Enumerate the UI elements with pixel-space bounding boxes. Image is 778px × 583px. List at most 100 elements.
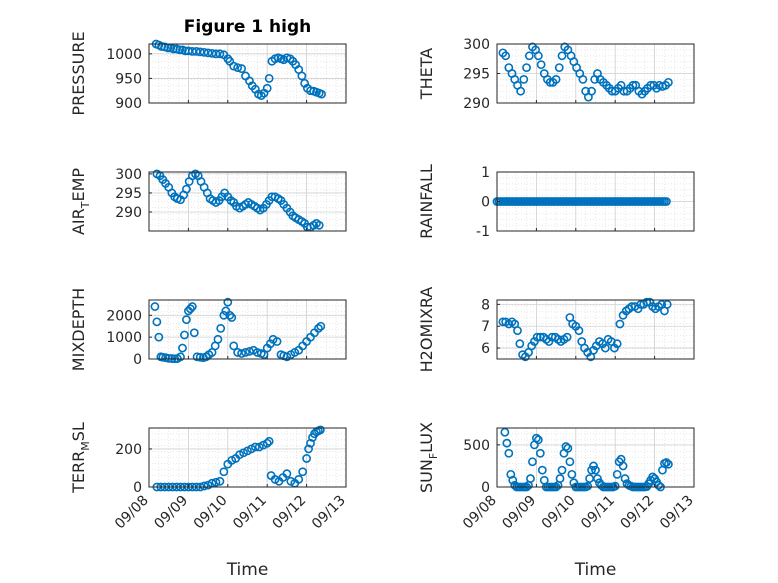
ylabel-8: SUNFLUX xyxy=(417,422,440,493)
y-tick-label: 290 xyxy=(463,96,490,112)
data-point xyxy=(587,465,596,475)
data-point xyxy=(154,332,164,342)
data-point xyxy=(223,297,233,307)
data-point xyxy=(533,435,543,445)
x-tick-label: 09/09 xyxy=(499,493,539,533)
y-tick-label: 1000 xyxy=(106,330,142,346)
series-markers xyxy=(492,197,671,206)
data-point xyxy=(537,465,547,475)
data-point xyxy=(502,438,512,448)
y-tick-label: 0 xyxy=(481,480,490,496)
data-point xyxy=(524,51,534,61)
data-point xyxy=(587,86,596,96)
chart-title: Figure 1 high xyxy=(184,17,312,37)
y-tick-label: 0 xyxy=(133,480,142,496)
data-point xyxy=(185,304,195,314)
y-tick-label: 1000 xyxy=(106,47,142,63)
data-point xyxy=(316,321,326,331)
ylabel-7: TERRMSL xyxy=(69,422,92,494)
data-point xyxy=(663,459,673,469)
x-tick-label: 09/13 xyxy=(657,493,697,533)
series-markers xyxy=(152,169,324,232)
data-point xyxy=(612,339,622,349)
data-point xyxy=(233,63,243,72)
data-point xyxy=(500,427,510,437)
data-point xyxy=(501,51,511,61)
data-point xyxy=(250,442,260,452)
data-point xyxy=(229,61,239,71)
ylabel-6: H2OMIXRA xyxy=(417,287,436,373)
data-point xyxy=(515,339,525,349)
data-point xyxy=(211,477,221,487)
data-point xyxy=(578,75,588,84)
data-point xyxy=(612,469,622,479)
y-tick-label: 0 xyxy=(481,195,490,211)
data-point xyxy=(314,324,323,333)
data-point xyxy=(519,75,529,84)
data-point xyxy=(178,343,187,353)
data-point xyxy=(241,348,250,357)
data-point xyxy=(262,438,272,448)
data-point xyxy=(189,328,199,338)
xlabel: Time xyxy=(574,560,617,580)
axes-box xyxy=(496,427,695,488)
data-point xyxy=(180,330,189,340)
data-point xyxy=(192,352,202,362)
data-point xyxy=(533,51,543,61)
series-markers xyxy=(500,427,673,492)
xlabel: Time xyxy=(226,560,269,580)
ylabel-1: PRESSURE xyxy=(69,31,88,115)
x-tick-label: 09/08 xyxy=(460,493,500,533)
data-point xyxy=(528,457,537,467)
data-point xyxy=(662,197,671,206)
subplot-1: 900 950 1000 PRESSURE Figure 1 high xyxy=(69,17,347,116)
data-point xyxy=(150,302,160,311)
data-point xyxy=(164,353,174,363)
data-point xyxy=(535,448,545,458)
data-point xyxy=(175,45,185,55)
data-point xyxy=(262,83,272,93)
series-markers xyxy=(151,39,326,101)
data-point xyxy=(662,299,672,309)
series-markers xyxy=(152,425,325,492)
data-point xyxy=(583,481,593,491)
y-tick-label: 300 xyxy=(463,37,490,53)
data-point xyxy=(264,436,274,446)
data-point xyxy=(562,332,572,342)
axes-box xyxy=(148,171,347,232)
subplot-7: 0 200 09/08 09/09 09/10 09/11 09/12 09/13 Time TE… xyxy=(69,422,349,580)
data-point xyxy=(585,474,594,483)
axes-box xyxy=(148,43,347,104)
y-tick-label: 300 xyxy=(115,167,142,183)
series-markers xyxy=(498,42,673,102)
y-tick-label: 8 xyxy=(481,297,490,313)
x-tick-label: 09/11 xyxy=(578,493,618,533)
data-point xyxy=(219,467,229,477)
data-point xyxy=(591,465,600,475)
data-point xyxy=(551,75,561,84)
y-tick-label: 0 xyxy=(133,352,142,368)
y-tick-label: 900 xyxy=(115,96,142,112)
data-point xyxy=(504,448,514,458)
subplot-4: -1 0 1 RAINFALL xyxy=(417,164,695,240)
axes-box xyxy=(148,299,347,360)
data-point xyxy=(532,332,542,342)
x-tick-label: 09/12 xyxy=(618,493,658,533)
data-point xyxy=(245,346,254,356)
data-point xyxy=(557,465,567,475)
subplot-2: 290 295 300 THETA xyxy=(417,37,695,112)
data-point xyxy=(229,341,239,351)
y-tick-label: 1 xyxy=(481,165,490,181)
data-point xyxy=(304,444,313,454)
data-point xyxy=(219,310,229,320)
data-point xyxy=(662,458,671,467)
data-point xyxy=(176,352,185,362)
ylabel-3: AIRTEMP xyxy=(69,168,92,235)
x-tick-label: 09/12 xyxy=(270,493,310,533)
data-point xyxy=(593,474,602,483)
x-tick-label: 09/10 xyxy=(191,493,231,533)
data-point xyxy=(182,315,191,325)
ylabel-5: MIXDEPTH xyxy=(69,288,88,371)
data-point xyxy=(532,433,541,443)
